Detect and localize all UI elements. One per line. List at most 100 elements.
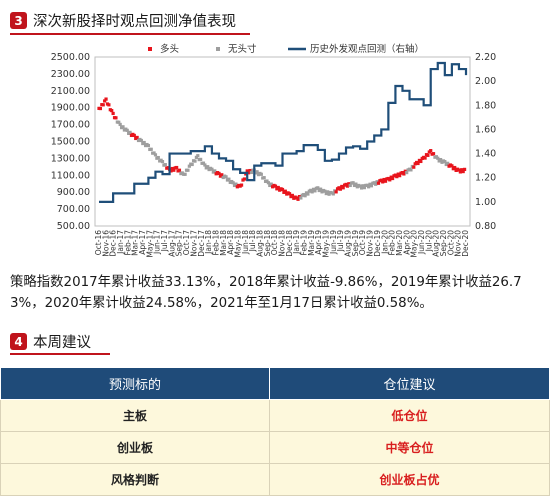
- y-left-tick-label: 2500.00: [51, 52, 90, 63]
- x-tick-label: Jan-17: [116, 230, 125, 255]
- index-point: [132, 133, 136, 138]
- row-value: 创业板占优: [269, 463, 550, 496]
- index-point: [265, 179, 269, 183]
- table-row: 主板 低仓位: [0, 399, 550, 432]
- x-tick-label: Feb-17: [123, 230, 132, 256]
- table-header-row: 预测标的 仓位建议: [0, 367, 550, 400]
- index-point: [331, 192, 335, 196]
- index-point: [139, 138, 143, 143]
- x-tick-label: Feb-19: [300, 230, 309, 256]
- x-tick-label: Oct-16: [94, 230, 103, 255]
- row-label: 风格判断: [0, 463, 270, 496]
- x-tick-label: Nov-19: [366, 230, 375, 257]
- index-point: [276, 185, 280, 190]
- index-point: [283, 189, 287, 193]
- index-point: [186, 168, 190, 172]
- index-point: [351, 181, 355, 185]
- index-point: [247, 171, 251, 175]
- row-value: 低仓位: [269, 399, 550, 432]
- x-tick-label: Mar-17: [131, 230, 140, 256]
- index-point: [327, 192, 331, 196]
- y-left-tick-label: 500.00: [57, 221, 90, 232]
- index-point: [110, 108, 114, 113]
- y-left-tick-label: 1300.00: [51, 153, 90, 164]
- index-point: [107, 103, 111, 107]
- index-point: [239, 183, 244, 187]
- index-point: [234, 182, 238, 186]
- index-point: [446, 161, 450, 165]
- section-4-heading: 4 本周建议: [10, 331, 91, 352]
- row-value: 中等仓位: [269, 431, 550, 464]
- x-tick-label: Dec-16: [109, 230, 118, 257]
- index-point: [458, 170, 462, 174]
- index-point: [383, 179, 388, 183]
- y-right-tick-label: 1.60: [475, 124, 496, 135]
- index-point: [361, 184, 365, 188]
- index-point: [114, 116, 118, 120]
- index-point: [170, 166, 174, 171]
- index-point: [395, 175, 399, 179]
- index-point: [135, 135, 139, 140]
- section-3-heading: 3 深次新股择时观点回测净值表现: [10, 10, 236, 31]
- index-point: [354, 182, 358, 186]
- x-tick-label: Sep-18: [263, 230, 272, 257]
- index-point: [203, 163, 207, 167]
- index-point: [196, 154, 200, 158]
- x-tick-label: Oct-20: [446, 230, 455, 255]
- y-right-tick-label: 0.80: [475, 221, 496, 232]
- x-tick-label: Mar-18: [219, 230, 228, 256]
- section-4-underline: [10, 353, 110, 355]
- index-point: [341, 186, 345, 190]
- y-left-tick-label: 700.00: [57, 204, 90, 215]
- index-point: [224, 175, 228, 179]
- index-point: [405, 170, 409, 175]
- index-point: [177, 168, 182, 172]
- index-point: [347, 182, 351, 186]
- x-tick-label: Jul-20: [424, 230, 433, 253]
- x-tick-label: Dec-17: [197, 230, 206, 257]
- index-point: [156, 155, 160, 160]
- x-tick-label: Dec-19: [373, 230, 382, 257]
- x-tick-label: Jun-17: [153, 230, 162, 255]
- x-tick-label: Apr-20: [402, 230, 411, 255]
- row-label: 主板: [0, 399, 270, 432]
- index-point: [369, 184, 374, 188]
- x-tick-label: Aug-18: [255, 230, 264, 257]
- index-point: [262, 176, 266, 180]
- index-point: [245, 169, 249, 173]
- x-tick-label: Aug-17: [167, 230, 176, 257]
- x-tick-label: Sep-20: [439, 230, 448, 257]
- index-point: [376, 181, 381, 185]
- index-point: [201, 161, 206, 165]
- y-left-tick-label: 2100.00: [51, 86, 90, 97]
- index-point: [431, 152, 436, 156]
- index-point: [426, 153, 430, 157]
- x-tick-label: Apr-18: [226, 230, 235, 255]
- index-point: [362, 186, 366, 190]
- index-point: [269, 182, 273, 186]
- index-point: [296, 197, 300, 201]
- index-point: [187, 164, 191, 168]
- x-tick-label: Nov-17: [189, 230, 198, 257]
- index-point: [310, 190, 314, 194]
- plot-area: [94, 56, 471, 227]
- index-point: [101, 103, 105, 107]
- section-number-badge: 3: [10, 12, 27, 29]
- section-3-underline: [10, 33, 250, 35]
- section-number-badge: 4: [10, 333, 27, 350]
- table-row: 创业板 中等仓位: [0, 431, 550, 464]
- index-point: [121, 125, 125, 129]
- index-point: [118, 122, 122, 127]
- index-point: [193, 159, 197, 163]
- index-point: [128, 130, 132, 134]
- index-point: [438, 157, 443, 162]
- index-point: [259, 172, 263, 176]
- index-point: [382, 177, 386, 182]
- index-point: [334, 190, 338, 194]
- index-point: [206, 165, 210, 169]
- x-tick-label: Jan-18: [204, 230, 213, 255]
- index-point: [381, 180, 385, 184]
- x-tick-label: Feb-20: [388, 230, 397, 256]
- x-tick-label: Jul-19: [336, 230, 345, 253]
- index-point: [326, 190, 330, 194]
